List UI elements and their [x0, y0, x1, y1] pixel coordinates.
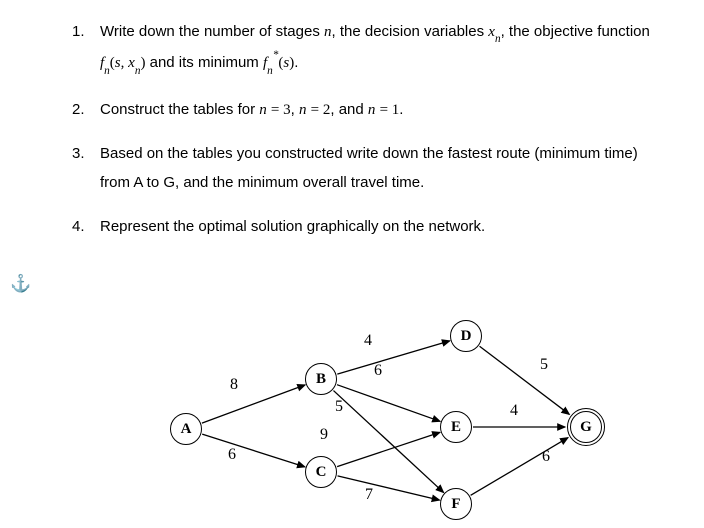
edge-B-D	[337, 341, 449, 374]
weight-D-G: 5	[540, 356, 548, 374]
edge-A-C	[202, 434, 305, 467]
edge-B-F	[333, 391, 443, 493]
question-text: Write down the number of stages n, the d…	[100, 23, 650, 71]
node-E: E	[440, 411, 472, 443]
weight-B-F: 5	[335, 398, 343, 416]
edge-C-E	[337, 432, 440, 466]
node-B: B	[305, 363, 337, 395]
edge-B-E	[337, 385, 440, 422]
weight-C-F: 7	[365, 486, 373, 504]
weight-A-B: 8	[230, 376, 238, 394]
weight-A-C: 6	[228, 446, 236, 464]
node-C: C	[305, 456, 337, 488]
question-number: 1.	[72, 18, 85, 47]
weight-B-E: 6	[374, 362, 382, 380]
edge-C-F	[338, 476, 440, 500]
question-text: Represent the optimal solution graphical…	[100, 218, 485, 235]
question-item: 4. Represent the optimal solution graphic…	[72, 213, 660, 242]
question-list: 1. Write down the number of stages n, the…	[72, 18, 660, 242]
weight-F-G: 6	[542, 448, 550, 466]
edge-F-G	[471, 438, 568, 496]
question-text: Construct the tables for n = 3, n = 2, a…	[100, 101, 403, 118]
question-item: 3. Based on the tables you constructed wr…	[72, 140, 660, 197]
edge-D-G	[480, 346, 570, 414]
question-item: 1. Write down the number of stages n, the…	[72, 18, 660, 80]
anchor-icon: ⚓	[10, 274, 31, 294]
question-number: 2.	[72, 96, 85, 125]
question-number: 4.	[72, 213, 85, 242]
weight-C-E: 9	[320, 426, 328, 444]
network-diagram: ABCDEFG8646597546	[150, 308, 650, 518]
weight-B-D: 4	[364, 332, 372, 350]
weight-E-G: 4	[510, 402, 518, 420]
node-G: G	[570, 411, 602, 443]
question-item: 2. Construct the tables for n = 3, n = 2,…	[72, 96, 660, 125]
node-A: A	[170, 413, 202, 445]
question-number: 3.	[72, 140, 85, 169]
edge-A-B	[202, 385, 305, 423]
node-D: D	[450, 320, 482, 352]
question-text: Based on the tables you constructed writ…	[100, 145, 638, 191]
node-F: F	[440, 488, 472, 520]
